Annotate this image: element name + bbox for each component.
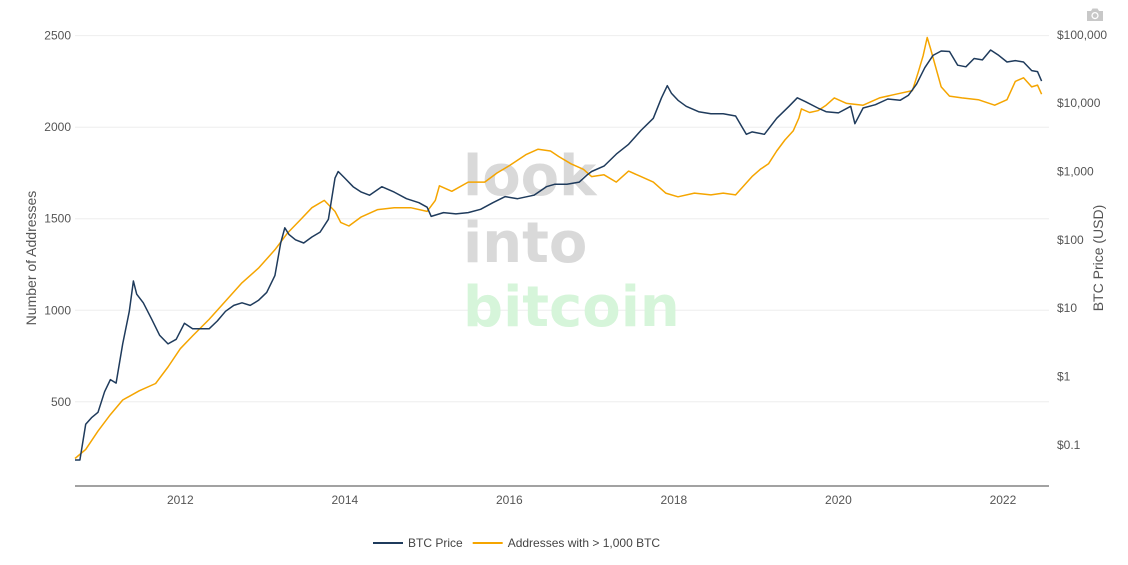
- x-tick-label: 2016: [496, 493, 523, 507]
- x-tick-label: 2014: [331, 493, 358, 507]
- legend-item[interactable]: Addresses with > 1,000 BTC: [472, 536, 661, 550]
- watermark-line-3: bitcoin: [463, 275, 680, 340]
- series-line-btc-price: [75, 49, 1043, 461]
- y-right-tick-label: $1: [1057, 370, 1071, 384]
- grid-lines: [75, 35, 1049, 403]
- x-tick-label: 2018: [661, 493, 688, 507]
- y-right-tick-label: $10: [1057, 301, 1077, 315]
- y-right-tick-label: $100: [1057, 233, 1084, 247]
- legend-item[interactable]: BTC Price: [373, 536, 463, 550]
- x-tick-label: 2012: [167, 493, 194, 507]
- legend-label: BTC Price: [408, 536, 463, 550]
- series-line-addresses: [74, 36, 1043, 460]
- y-right-tick-label: $0.1: [1057, 438, 1081, 452]
- x-tick-label: 2022: [990, 493, 1017, 507]
- legend-label: Addresses with > 1,000 BTC: [508, 536, 661, 550]
- watermark: look into bitcoin: [463, 144, 680, 340]
- y-left-tick-labels: 500 1000 1500 2000 2500: [44, 29, 71, 409]
- y-right-axis-title: BTC Price (USD): [1090, 205, 1106, 312]
- y-left-axis-title: Number of Addresses: [23, 191, 39, 326]
- y-left-tick-label: 2500: [44, 29, 71, 43]
- watermark-line-2: into: [463, 211, 587, 276]
- y-right-tick-label: $100,000: [1057, 28, 1107, 42]
- watermark-line-1: look: [463, 144, 598, 209]
- y-left-tick-label: 1500: [44, 212, 71, 226]
- y-left-tick-label: 2000: [44, 120, 71, 134]
- y-right-tick-label: $1,000: [1057, 165, 1094, 179]
- y-right-tick-label: $10,000: [1057, 96, 1101, 110]
- x-tick-labels: 2012 2014 2016 2018 2020 2022: [167, 493, 1017, 507]
- camera-icon[interactable]: [1086, 7, 1104, 22]
- legend: BTC Price Addresses with > 1,000 BTC: [373, 536, 660, 550]
- y-left-tick-label: 500: [51, 395, 71, 409]
- series-group: [74, 36, 1043, 461]
- y-right-tick-labels: $0.1 $1 $10 $100 $1,000 $10,000 $100,000: [1057, 28, 1107, 452]
- x-tick-label: 2020: [825, 493, 852, 507]
- y-left-tick-label: 1000: [44, 303, 71, 317]
